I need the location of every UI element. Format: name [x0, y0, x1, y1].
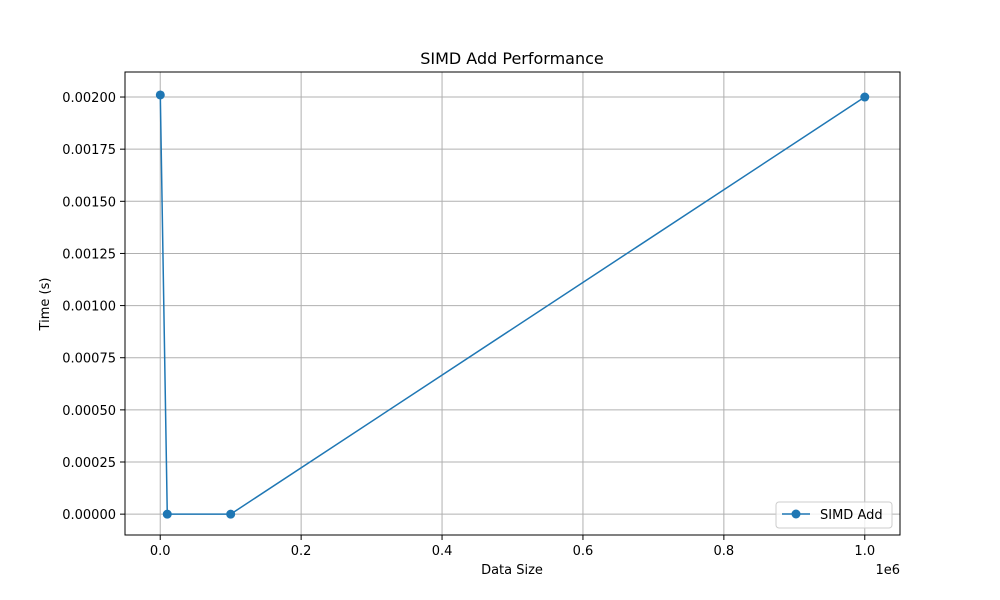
y-tick-label: 0.00150 — [62, 195, 116, 210]
y-tick-label: 0.00075 — [62, 352, 116, 367]
plot-frame — [124, 71, 901, 536]
y-tick-label: 0.00000 — [62, 508, 116, 523]
y-tick-label: 0.00175 — [62, 143, 116, 158]
legend-marker — [791, 509, 801, 519]
data-point — [162, 509, 172, 519]
y-tick-label: 0.00025 — [62, 456, 116, 471]
data-point — [155, 90, 165, 100]
series-line — [159, 94, 866, 515]
x-tick-label: 0.2 — [291, 544, 312, 559]
grid-layer — [125, 72, 900, 535]
x-tick-label: 1.0 — [854, 544, 875, 559]
x-tick-label: 0.4 — [432, 544, 453, 559]
y-tick-label: 0.00050 — [62, 404, 116, 419]
legend: SIMD Add — [775, 501, 893, 529]
series-layer — [155, 90, 870, 519]
ticks-layer: 0.0 0.2 0.4 0.6 0.8 1.0 0.00000 0.00025 0.00050 0… — [62, 91, 875, 559]
legend-box — [775, 501, 893, 529]
data-point — [226, 509, 236, 519]
chart-title: SIMD Add Performance — [420, 49, 604, 68]
x-tick-label: 0.6 — [573, 544, 594, 559]
x-tick-label: 0.0 — [150, 544, 171, 559]
y-tick-label: 0.00125 — [62, 247, 116, 262]
y-tick-label: 0.00200 — [62, 91, 116, 106]
x-tick-label: 0.8 — [714, 544, 735, 559]
y-tick-label: 0.00100 — [62, 300, 116, 315]
y-axis-label: Time (s) — [38, 278, 53, 332]
x-offset-label: 1e6 — [875, 563, 900, 578]
data-point — [860, 92, 870, 102]
legend-label: SIMD Add — [820, 508, 883, 523]
x-axis-label: Data Size — [481, 563, 543, 578]
